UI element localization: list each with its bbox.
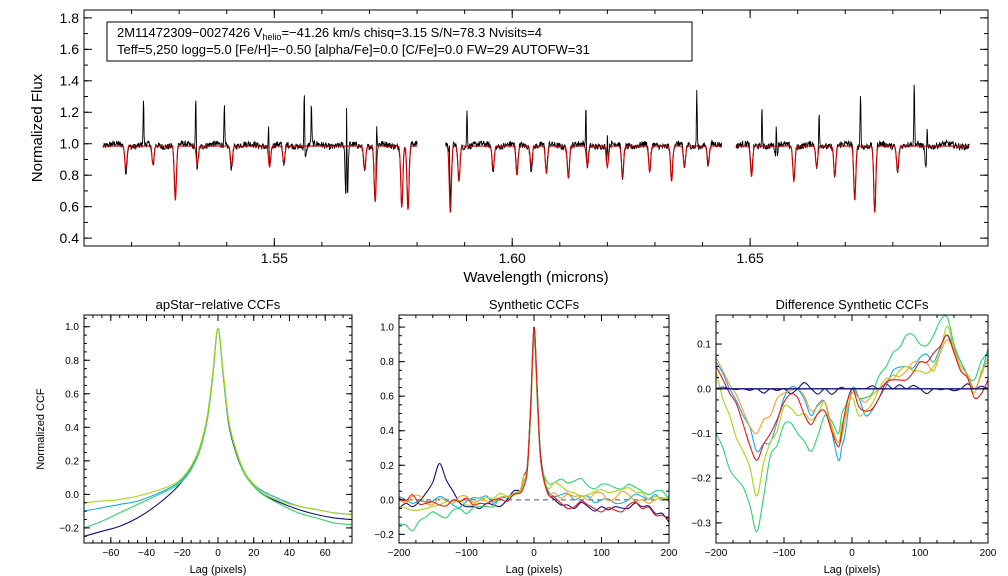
series-model-segment-2 (445, 145, 722, 213)
x-tick-label: 200 (980, 548, 997, 559)
y-tick-label: −0.2 (59, 523, 79, 534)
series-line-visit-5 (399, 329, 669, 506)
x-tick-label: 1.55 (261, 250, 288, 266)
series-line-visit-1 (399, 326, 669, 523)
series-observed-segment-1 (102, 95, 418, 208)
y-tick-label: 0.8 (65, 356, 79, 367)
series-line-visit-3 (399, 338, 669, 532)
y-tick-label: 0.8 (380, 357, 394, 368)
y-tick-label: 1.0 (60, 136, 80, 152)
series-observed-segment-3 (735, 84, 970, 211)
chart-ccf_apstar: −60 −40 −20 0 20 40 60 −0.2 0.0 0.2 0.4 0.6 0.8 1.0 ap… (35, 297, 353, 576)
x-tick-label: 40 (284, 548, 296, 559)
x-tick-label: 100 (912, 548, 929, 559)
series-line-visit-3 (716, 315, 988, 533)
info-box-frame (106, 21, 693, 62)
series-line-visit-5 (716, 339, 988, 444)
x-tick-label: 100 (593, 548, 610, 559)
x-tick-label: −60 (102, 548, 119, 559)
y-tick-label: 0.0 (65, 490, 79, 501)
x-tick-label: −200 (388, 548, 411, 559)
y-tick-label: −0.2 (691, 474, 711, 485)
y-tick-label: 0.4 (60, 230, 80, 246)
y-tick-label: 0.6 (65, 389, 79, 400)
series-observed-segment-2 (445, 89, 723, 206)
series-line-visit-6 (716, 334, 988, 461)
series-model-segment-1 (103, 145, 418, 210)
series-line-visit-1 (84, 327, 352, 537)
info-box-line1: 2M11472309−0027426 Vhelio=−41.26 km/s ch… (117, 25, 542, 42)
y-tick-label: 0.0 (380, 495, 394, 506)
x-axis-label: Lag (pixels) (190, 564, 247, 576)
series-line-visit-6 (399, 328, 669, 520)
y-tick-label: 1.8 (60, 10, 80, 26)
info-box: 2M11472309−0027426 Vhelio=−41.26 km/s ch… (106, 21, 693, 62)
y-tick-label: 0.2 (65, 456, 79, 467)
x-tick-label: 60 (320, 548, 332, 559)
y-tick-label: 0.4 (65, 423, 79, 434)
plot-area-ccf_difference (716, 315, 988, 533)
series-line-visit-2 (399, 331, 669, 508)
y-tick-label: 0.4 (380, 426, 394, 437)
y-tick-label: 0.1 (697, 340, 711, 351)
plot-frame (715, 314, 989, 544)
y-tick-label: 0.2 (380, 461, 394, 472)
x-tick-label: 1.60 (499, 250, 526, 266)
y-tick-label: 1.0 (65, 322, 79, 333)
x-tick-label: −100 (455, 548, 478, 559)
y-tick-label: −0.2 (374, 530, 394, 541)
plot-area-ccf_apstar (84, 327, 352, 537)
x-tick-label: −40 (138, 548, 155, 559)
y-tick-label: 0.6 (60, 199, 80, 215)
chart-ccf_synthetic: −200 −100 0 100 200 −0.2 0.0 0.2 0.4 0.6 0.8 1.0 Syn… (374, 297, 678, 576)
chart-title: Difference Synthetic CCFs (776, 297, 929, 312)
y-tick-label: −0.1 (691, 429, 711, 440)
info-line1-prefix: 2M11472309−0027426 V (117, 25, 263, 40)
info-line1-suffix: =−41.26 km/s chisq=3.15 S/N=78.3 Nvisits… (281, 25, 542, 40)
x-tick-label: 1.65 (736, 250, 763, 266)
info-line1-subscript: helio (262, 32, 281, 42)
series-model-segment-3 (735, 145, 969, 213)
y-tick-label: 1.6 (60, 41, 80, 57)
x-tick-label: −20 (174, 548, 191, 559)
y-axis-label: Normalized CCF (35, 388, 47, 470)
chart-title: apStar−relative CCFs (156, 297, 281, 312)
y-tick-label: 0.8 (60, 167, 80, 183)
series-line-visit-2 (84, 327, 352, 516)
y-tick-label: 0.0 (697, 384, 711, 395)
chart-title: Synthetic CCFs (489, 297, 580, 312)
x-axis-label: Lag (pixels) (506, 564, 563, 576)
plot-area-ccf_synthetic (399, 326, 669, 532)
x-tick-label: 0 (849, 548, 855, 559)
x-axis-label: Wavelength (microns) (463, 269, 608, 286)
series-line-visit-4 (716, 325, 988, 497)
chart-spectrum: 1.55 1.60 1.65 0.4 0.6 0.8 1.0 1.2 1.4 1.6 1.8 Wave… (29, 9, 989, 286)
y-axis-label: Normalized Flux (29, 73, 46, 182)
x-tick-label: 20 (248, 548, 260, 559)
series-line-visit-3 (84, 327, 352, 529)
y-tick-label: 1.4 (60, 73, 80, 89)
series-line-visit-4 (84, 327, 352, 516)
y-tick-label: 0.6 (380, 392, 394, 403)
y-tick-label: −0.3 (691, 518, 711, 529)
info-box-line2: Teff=5,250 logg=5.0 [Fe/H]=−0.50 [alpha/… (117, 42, 590, 57)
y-tick-label: 1.0 (380, 323, 394, 334)
y-tick-label: 1.2 (60, 104, 80, 120)
x-tick-label: 0 (531, 548, 537, 559)
x-tick-label: 200 (661, 548, 678, 559)
plot-area-spectrum (102, 84, 970, 213)
chart-ccf_difference: −200 −100 0 100 200 −0.3 −0.2 −0.1 0.0 0.1 Differe… (691, 297, 997, 576)
x-axis-label: Lag (pixels) (824, 564, 881, 576)
x-tick-label: −100 (773, 548, 796, 559)
x-tick-label: −200 (705, 548, 728, 559)
x-tick-label: 0 (215, 548, 221, 559)
